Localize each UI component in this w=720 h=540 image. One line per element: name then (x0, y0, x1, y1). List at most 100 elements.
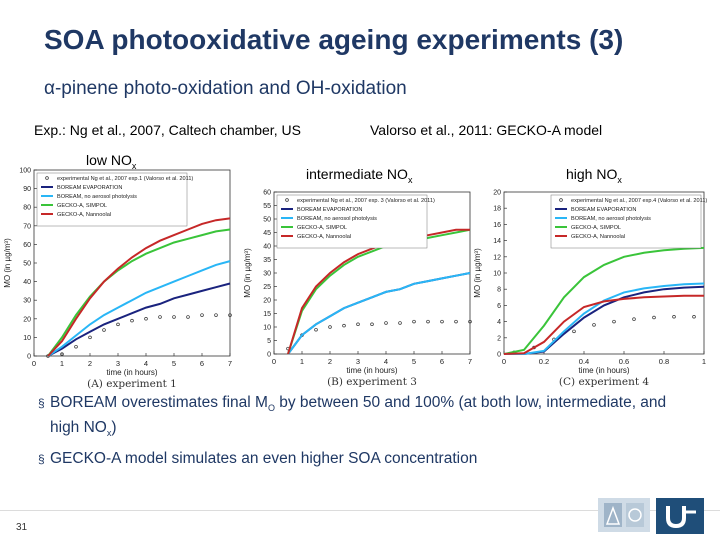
data-point (468, 319, 472, 324)
x-tick-label: 7 (228, 359, 232, 368)
legend-label: GECKO-A, Nannoolal (297, 234, 351, 240)
legend-box (276, 194, 428, 249)
bullet-item-1: § BOREAM overestimates final MO by betwe… (38, 394, 667, 439)
institute-logo (598, 498, 650, 532)
legend-label: BOREAM EVAPORATION (57, 185, 122, 191)
bullet-item-2: § GECKO-A model simulates an even higher… (38, 450, 478, 468)
data-point (384, 321, 388, 325)
y-tick-label: 60 (263, 190, 271, 197)
y-tick-label: 100 (19, 168, 31, 175)
x-tick-label: 5 (412, 357, 416, 366)
y-axis-label: MO (in µg/m³) (3, 238, 12, 288)
x-tick-label: 1 (702, 357, 706, 366)
x-axis-label: time (in hours) (106, 368, 157, 377)
series-line (503, 294, 704, 355)
y-axis-label: MO (in µg/m³) (473, 248, 482, 298)
legend-label: BOREAM, no aerosol photolysis (571, 216, 651, 222)
y-tick-label: 35 (263, 257, 271, 264)
legend-label: GECKO-A, SIMPOL (57, 203, 107, 209)
x-tick-label: 0 (502, 357, 506, 366)
x-tick-label: 3 (356, 357, 360, 366)
legend-label: BOREAM, no aerosol photolysis (297, 216, 377, 222)
x-tick-label: 0.2 (539, 357, 549, 366)
y-tick-label: 30 (263, 271, 271, 278)
x-tick-label: 7 (468, 357, 472, 366)
slide-title: SOA photooxidative ageing experiments (3… (44, 24, 624, 55)
y-tick-label: 10 (263, 325, 271, 332)
data-point (672, 314, 676, 319)
legend-label: GECKO-A, SIMPOL (297, 225, 347, 231)
bullet-marker: § (38, 452, 45, 467)
legend-marker (285, 198, 289, 202)
y-tick-label: 20 (23, 316, 31, 323)
data-point (612, 319, 616, 324)
x-tick-label: 6 (440, 357, 444, 366)
y-tick-label: 0 (27, 354, 31, 361)
nox-high-label: high NOx (566, 166, 622, 185)
legend-label: experimental Ng et al., 2007 exp.4 (Valo… (571, 198, 707, 204)
x-tick-label: 2 (88, 359, 92, 368)
y-tick-label: 8 (497, 287, 501, 294)
data-point (172, 315, 176, 319)
y-tick-label: 50 (23, 261, 31, 268)
legend-label: GECKO-A, SIMPOL (571, 225, 621, 231)
data-point (158, 315, 162, 319)
y-tick-label: 45 (263, 230, 271, 237)
bullet-marker: § (38, 396, 45, 410)
chart-caption: (C) experiment 4 (559, 376, 650, 388)
data-point (228, 313, 232, 317)
y-tick-label: 2 (497, 335, 501, 342)
series-line (47, 260, 231, 357)
model-source-note: Valorso et al., 2011: GECKO-A model (370, 122, 603, 138)
y-tick-label: 20 (263, 298, 271, 305)
y-tick-label: 50 (263, 217, 271, 224)
x-tick-label: 4 (144, 359, 148, 368)
y-tick-label: 15 (263, 311, 271, 318)
y-tick-label: 0 (497, 352, 501, 359)
y-tick-label: 16 (493, 222, 501, 229)
x-tick-label: 0.8 (659, 357, 669, 366)
y-tick-label: 30 (23, 298, 31, 305)
data-point (116, 322, 120, 327)
legend-marker (559, 198, 563, 202)
data-point (572, 329, 576, 334)
data-point (214, 313, 218, 317)
data-point (632, 317, 636, 321)
x-tick-label: 0.6 (619, 357, 629, 366)
y-tick-label: 55 (263, 203, 271, 210)
university-logo (656, 498, 704, 534)
y-tick-label: 4 (497, 319, 501, 326)
y-tick-label: 10 (493, 271, 501, 278)
series-line (47, 217, 231, 357)
y-axis-label: MO (in µg/m³) (243, 248, 252, 298)
y-tick-label: 12 (493, 254, 501, 261)
legend-box (36, 172, 188, 227)
slide-subtitle: α-pinene photo-oxidation and OH-oxidatio… (44, 78, 407, 99)
data-point (130, 318, 134, 323)
data-point (102, 328, 106, 332)
x-tick-label: 2 (328, 357, 332, 366)
data-point (398, 321, 402, 325)
y-tick-label: 0 (267, 352, 271, 359)
y-tick-label: 10 (23, 335, 31, 342)
legend-label: experimental Ng et al., 2007 exp. 3 (Val… (297, 198, 435, 204)
data-point (60, 352, 64, 356)
x-tick-label: 5 (172, 359, 176, 368)
y-tick-label: 60 (23, 242, 31, 249)
y-tick-label: 6 (497, 303, 501, 310)
nox-low-label: low NOx (86, 152, 137, 171)
data-point (314, 327, 318, 332)
series-line (287, 272, 471, 355)
y-tick-label: 40 (263, 244, 271, 251)
x-axis-label: time (in hours) (346, 366, 397, 375)
y-tick-label: 80 (23, 205, 31, 212)
x-axis-label: time (in hours) (578, 366, 629, 375)
data-point (412, 319, 416, 324)
x-tick-label: 3 (116, 359, 120, 368)
chart-caption: (B) experiment 3 (327, 376, 417, 388)
y-tick-label: 90 (23, 186, 31, 193)
data-point (652, 315, 656, 320)
